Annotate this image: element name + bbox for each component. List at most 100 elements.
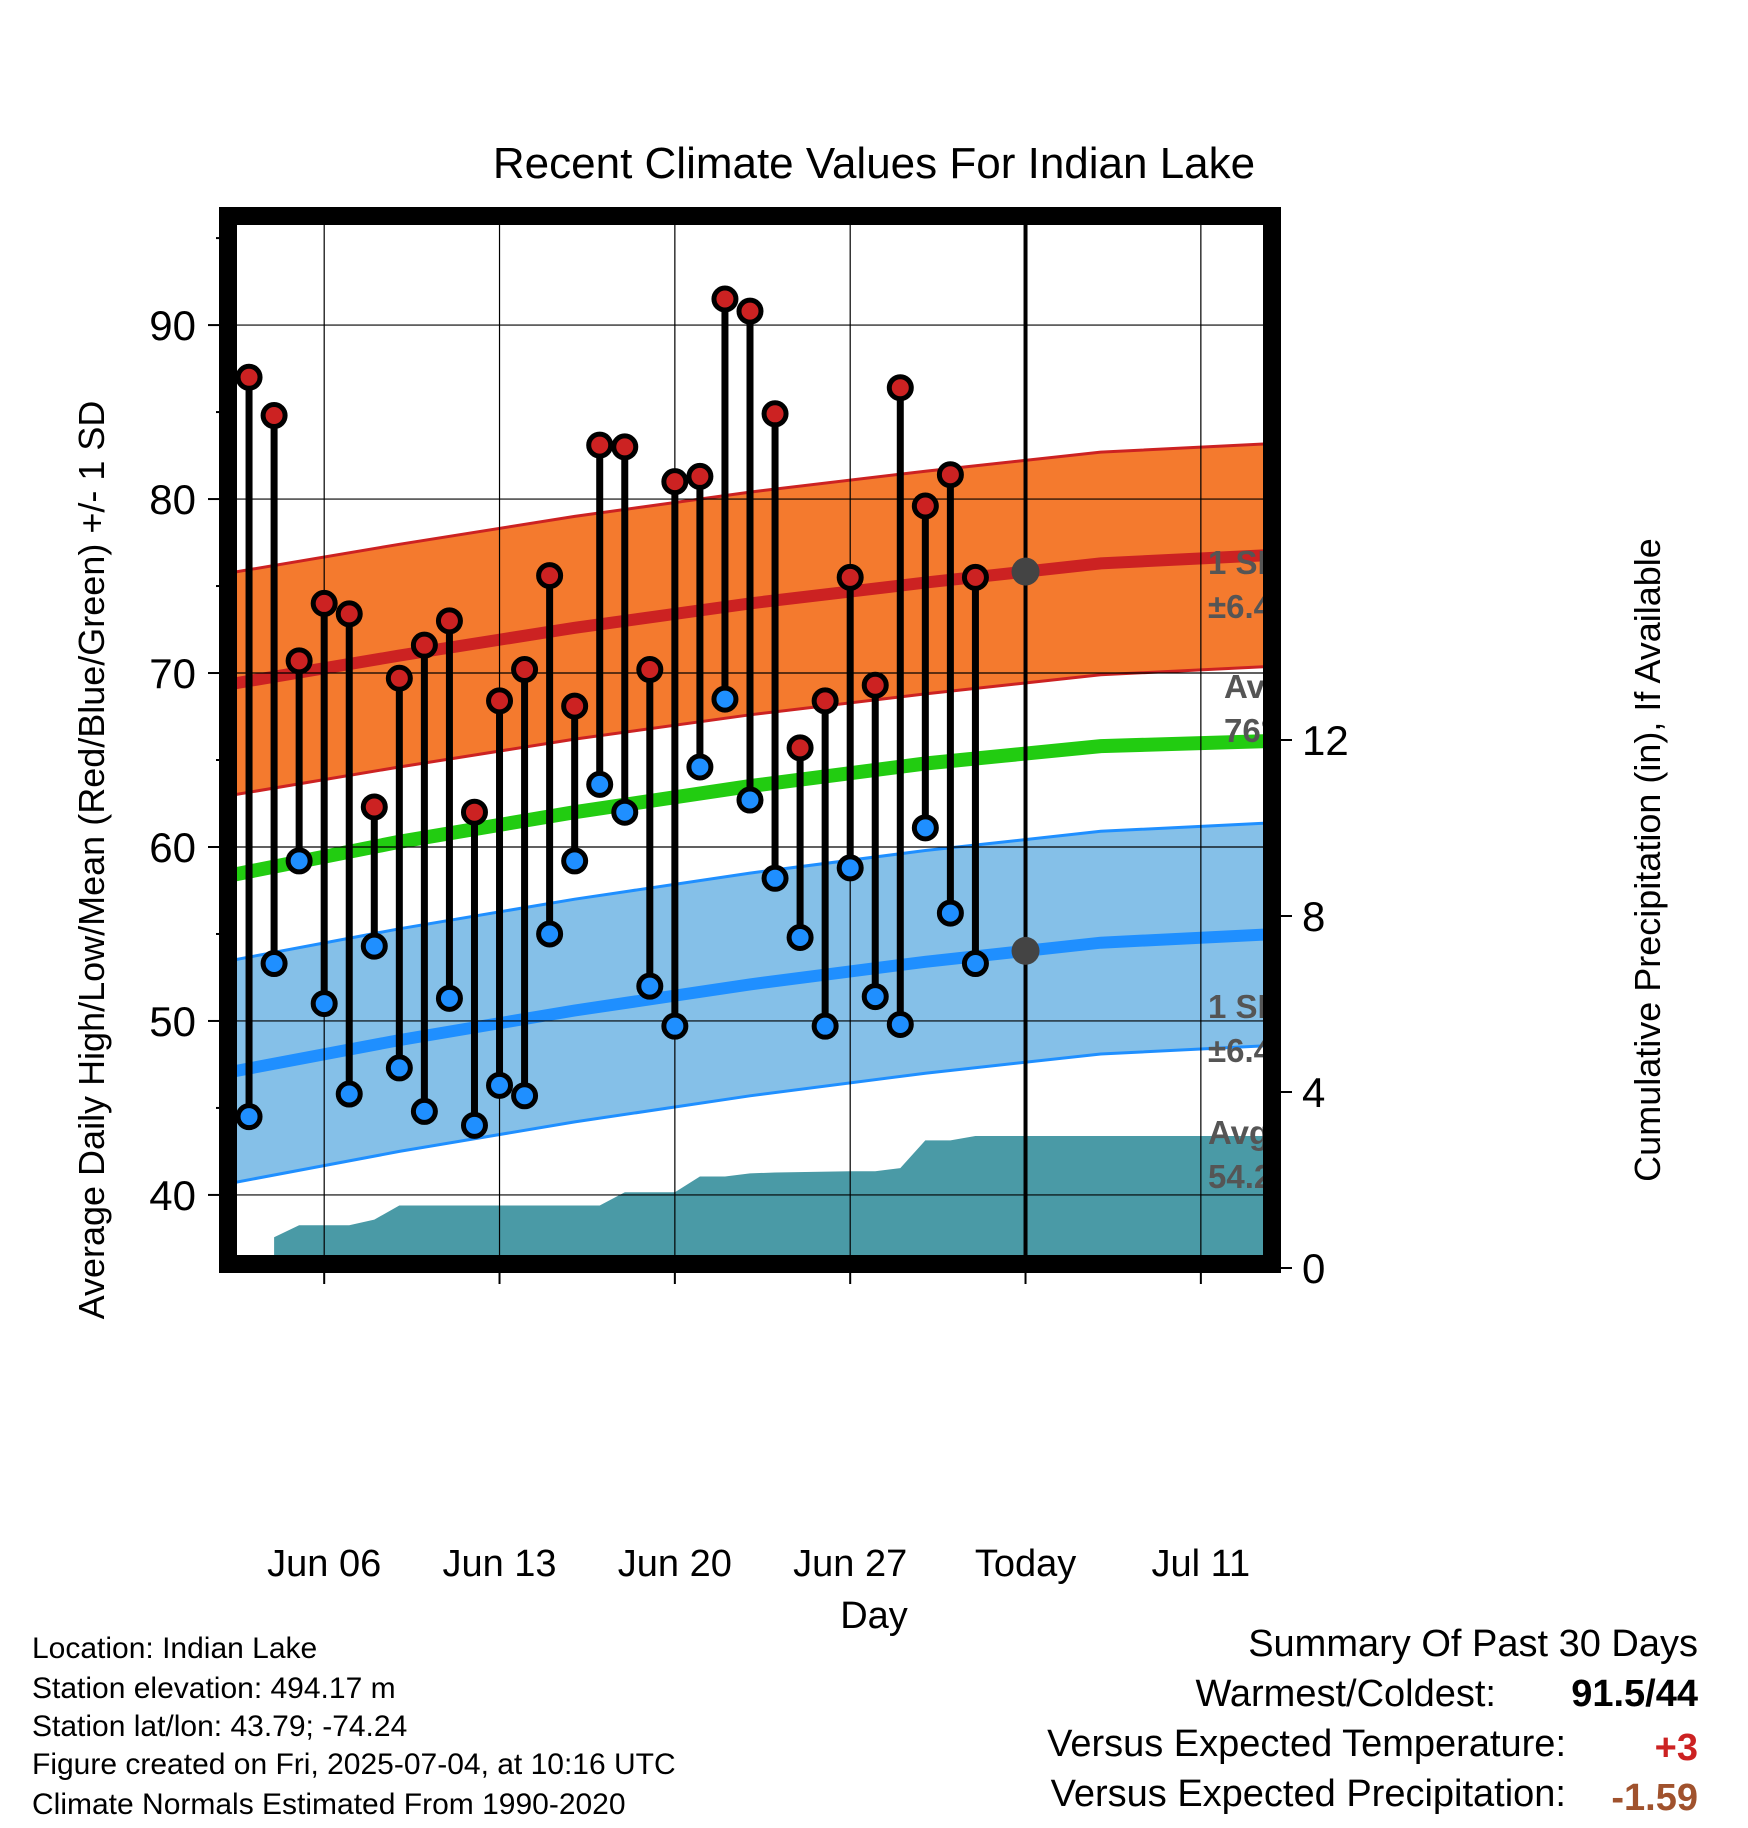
low-temp-point: [686, 753, 714, 781]
today-high-avg-marker: [1011, 557, 1040, 586]
y-axis-label: Average Daily High/Low/Mean (Red/Blue/Gr…: [71, 401, 112, 1320]
summary-warm-cold-label: Warmest/Coldest:: [1195, 1673, 1496, 1715]
high-temp-point: [435, 607, 463, 635]
low-temp-point: [586, 770, 614, 798]
low-sd-band: [224, 822, 1276, 1185]
high-temp-point: [661, 468, 689, 496]
y-axis-right-label: Cumulative Precipitation (in), If Availa…: [1627, 538, 1668, 1182]
high-avg-label: Avg:: [1224, 668, 1296, 705]
high-temp-point: [536, 562, 564, 590]
low-temp-point: [736, 786, 764, 814]
y-tick-label: 40: [149, 1172, 196, 1219]
high-temp-point: [335, 600, 363, 628]
chart-title: Recent Climate Values For Indian Lake: [493, 139, 1255, 188]
low-temp-point: [410, 1097, 438, 1125]
high-temp-point: [410, 631, 438, 659]
high-temp-point: [786, 734, 814, 762]
high-temp-point: [736, 297, 764, 325]
low-temp-point: [961, 950, 989, 978]
low-temp-point: [435, 984, 463, 1012]
low-avg-value: 54.2°F: [1208, 1158, 1306, 1195]
high-temp-point: [836, 563, 864, 591]
high-temp-point: [285, 647, 313, 675]
footer-location: Location: Indian Lake: [32, 1632, 317, 1665]
low-temp-point: [711, 685, 739, 713]
high-temp-point: [235, 363, 263, 391]
high-temp-point: [385, 664, 413, 692]
summary-precip-value: -1.59: [1611, 1777, 1698, 1819]
low-temp-point: [335, 1080, 363, 1108]
footer-info: Location: Indian Lake Station elevation:…: [32, 1632, 676, 1821]
low-temp-point: [936, 899, 964, 927]
low-temp-point: [536, 920, 564, 948]
low-temp-point: [285, 847, 313, 875]
x-tick-label: Jun 06: [267, 1543, 381, 1585]
high-temp-point: [886, 374, 914, 402]
high-sd-value: ±6.4°F: [1208, 588, 1305, 625]
high-temp-point: [561, 692, 589, 720]
footer-elevation: Station elevation: 494.17 m: [32, 1672, 396, 1705]
high-temp-point: [686, 462, 714, 490]
summary-temp-label: Versus Expected Temperature:: [1047, 1723, 1566, 1765]
high-temp-point: [961, 563, 989, 591]
days-label-text: Days: [1202, 1429, 1286, 1468]
y-right-tick-label: 12: [1302, 717, 1349, 764]
low-temp-point: [911, 814, 939, 842]
summary-title: Summary Of Past 30 Days: [1248, 1623, 1698, 1665]
low-temp-point: [836, 854, 864, 882]
low-temp-point: [260, 950, 288, 978]
low-temp-point: [310, 990, 338, 1018]
high-avg-value: 76°F: [1224, 712, 1294, 749]
high-temp-point: [460, 798, 488, 826]
low-temp-point: [486, 1071, 514, 1099]
high-temp-point: [360, 793, 388, 821]
y-right-tick-label: 4: [1302, 1069, 1325, 1116]
low-temp-point: [761, 864, 789, 892]
days-label-number: 30: [1202, 1383, 1241, 1422]
plot-frame: [219, 207, 1281, 1273]
low-sd-value: ±6.4°F: [1208, 1032, 1305, 1069]
y-tick-label: 80: [149, 476, 196, 523]
footer-normals: Climate Normals Estimated From 1990-2020: [32, 1788, 626, 1821]
low-temp-point: [360, 932, 388, 960]
y-tick-label: 90: [149, 302, 196, 349]
low-temp-point: [561, 847, 589, 875]
y-right-tick-label: 0: [1302, 1245, 1325, 1292]
x-tick-label: Jun 13: [442, 1543, 556, 1585]
x-axis-label: Day: [840, 1595, 908, 1637]
high-temp-point: [936, 461, 964, 489]
summary-warm-cold-value: 91.5/44: [1571, 1673, 1698, 1715]
high-temp-point: [636, 656, 664, 684]
high-temp-point: [586, 431, 614, 459]
high-temp-point: [761, 400, 789, 428]
precip-area: [274, 1136, 1276, 1268]
high-temp-point: [310, 589, 338, 617]
low-temp-point: [811, 1012, 839, 1040]
x-tick-label: Jun 20: [618, 1543, 732, 1585]
low-temp-point: [886, 1010, 914, 1038]
y-tick-label: 70: [149, 650, 196, 697]
low-temp-point: [511, 1082, 539, 1110]
footer-latlon: Station lat/lon: 43.79; -74.24: [32, 1710, 407, 1743]
low-sd-lower-edge: [224, 1043, 1276, 1186]
low-temp-point: [861, 983, 889, 1011]
y-tick-label: 60: [149, 824, 196, 871]
low-temp-point: [385, 1054, 413, 1082]
low-temp-point: [786, 923, 814, 951]
high-temp-point: [811, 687, 839, 715]
summary-panel: Summary Of Past 30 Days Warmest/Coldest:…: [1047, 1623, 1698, 1819]
high-temp-point: [511, 656, 539, 684]
low-temp-point: [661, 1012, 689, 1040]
summary-temp-value: +3: [1655, 1727, 1698, 1769]
high-temp-point: [861, 671, 889, 699]
high-temp-point: [911, 492, 939, 520]
y-right-tick-label: 8: [1302, 893, 1325, 940]
high-temp-point: [611, 433, 639, 461]
low-temp-point: [460, 1111, 488, 1139]
x-tick-label: Jul 11: [1152, 1543, 1251, 1585]
footer-created: Figure created on Fri, 2025-07-04, at 10…: [32, 1748, 676, 1781]
low-temp-point: [235, 1103, 263, 1131]
